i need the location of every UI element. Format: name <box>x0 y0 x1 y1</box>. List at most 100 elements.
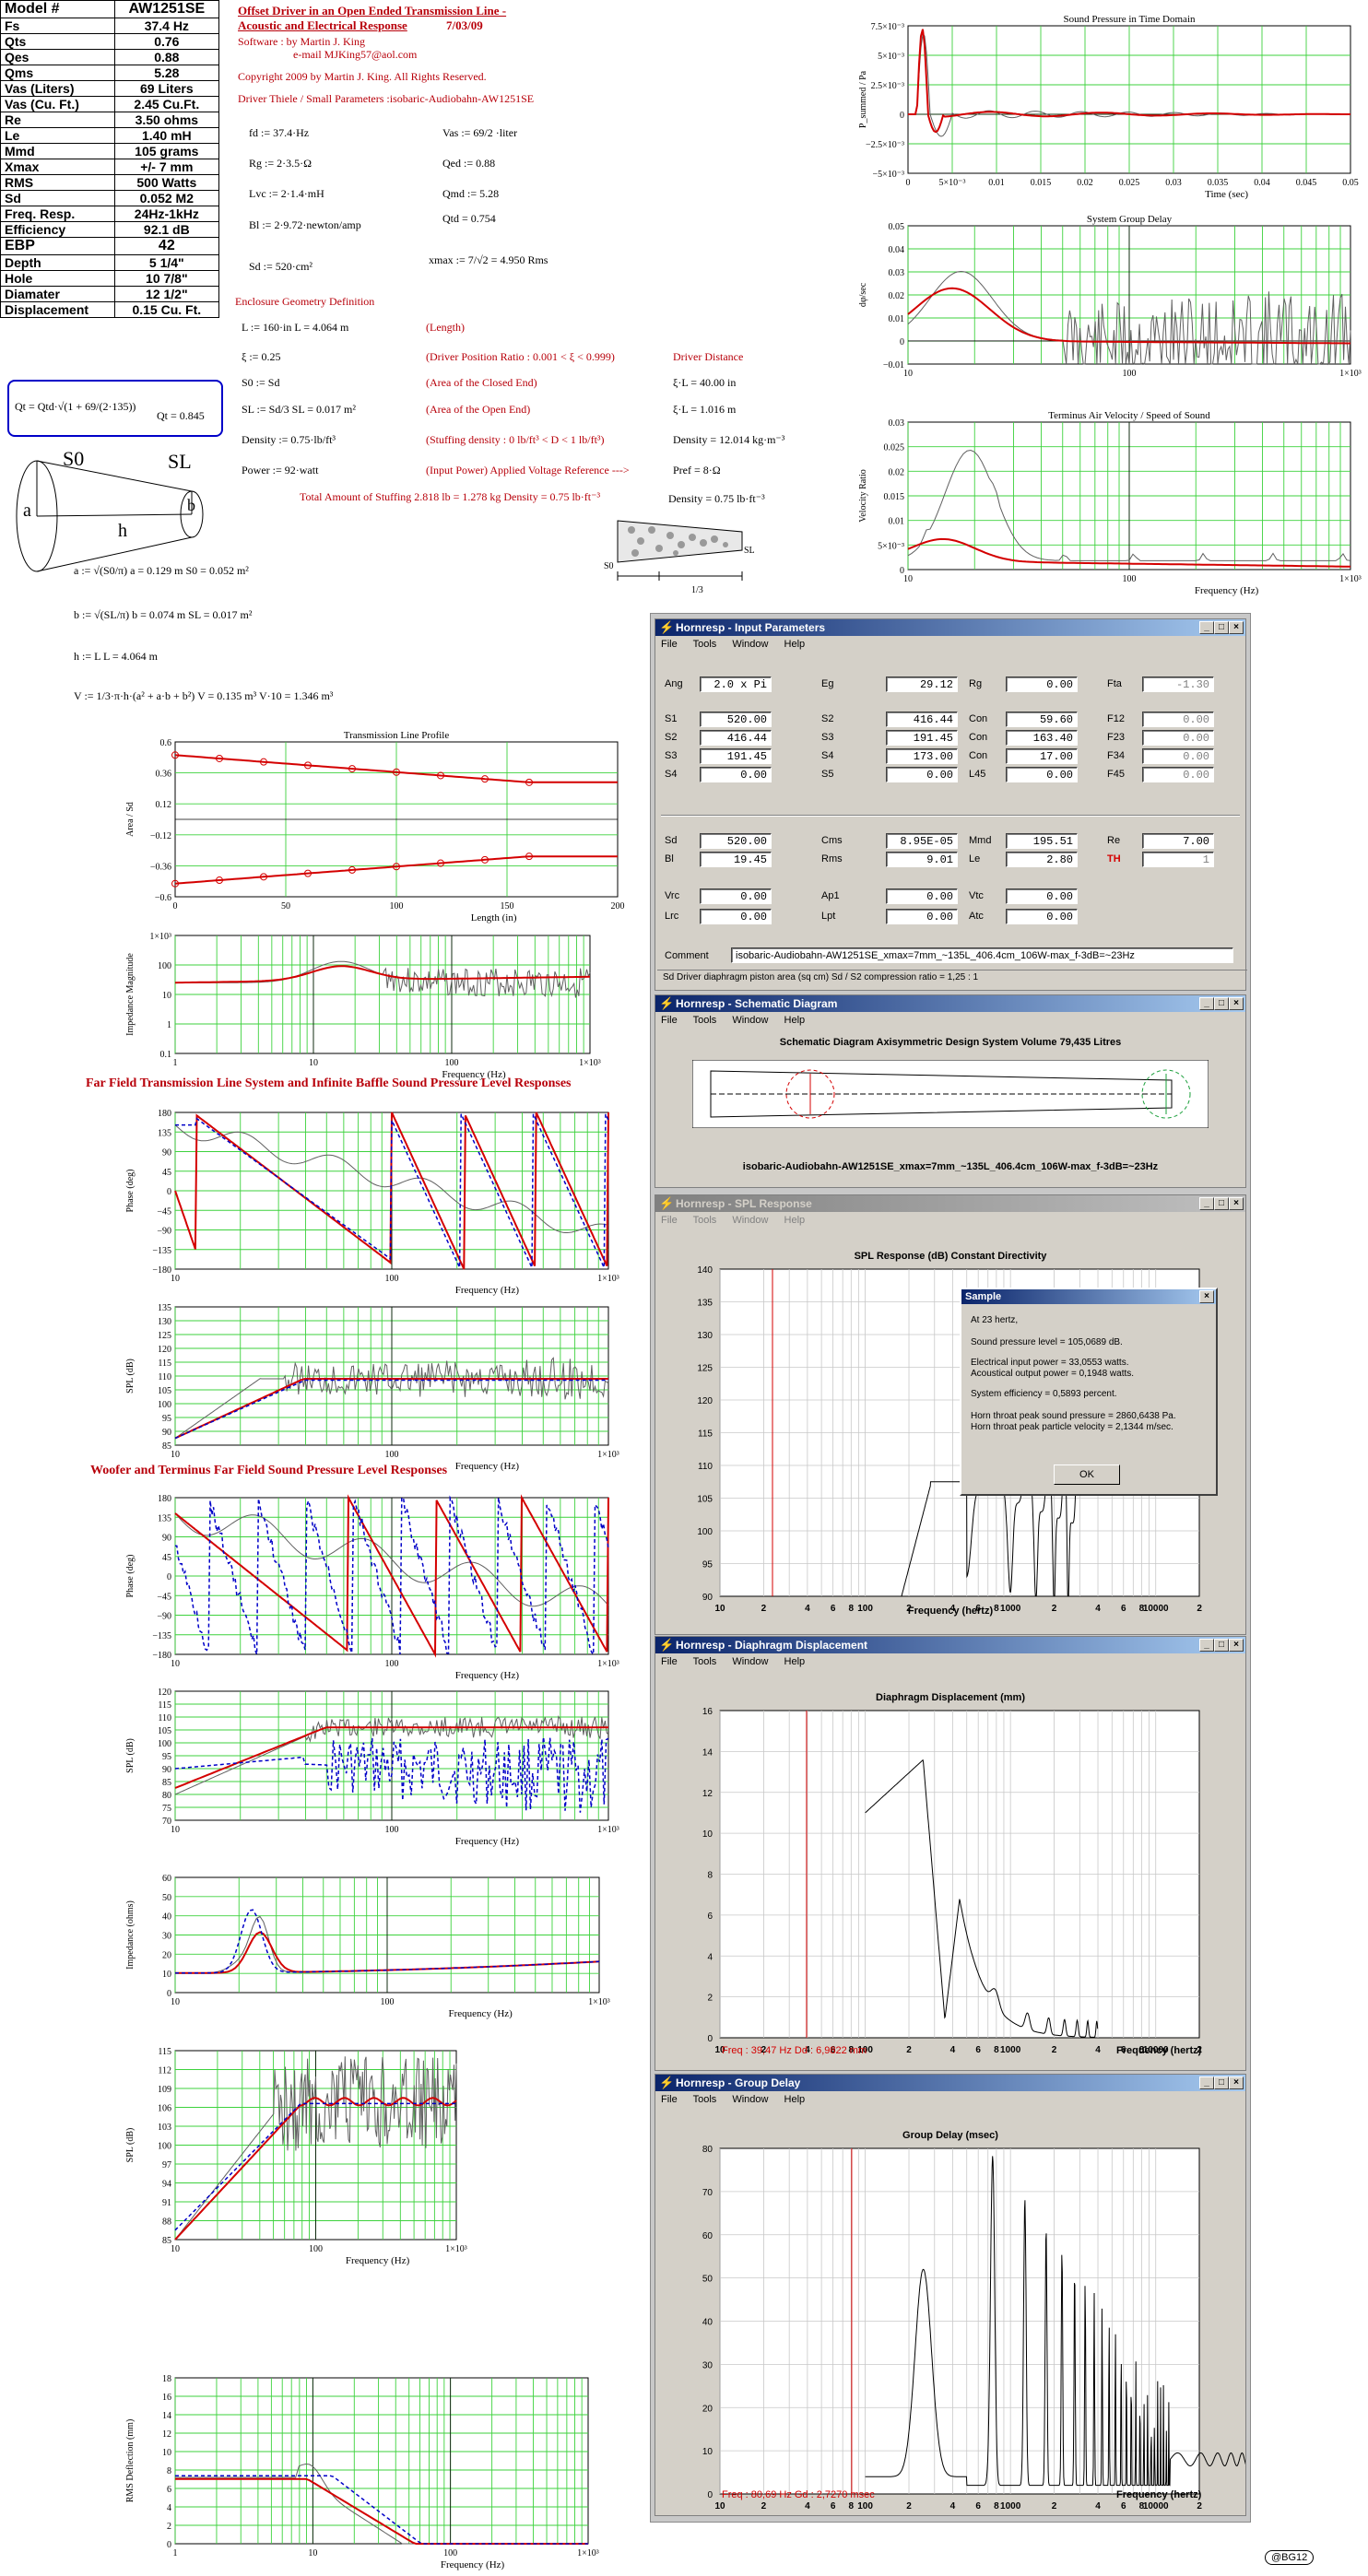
param-label: S4 <box>665 769 678 780</box>
param-field[interactable]: 0.00 <box>1142 712 1214 727</box>
menu-file[interactable]: File <box>661 2094 678 2105</box>
param-field[interactable]: 0.00 <box>700 767 772 782</box>
tick-label: 100 <box>443 2548 457 2558</box>
tick-label: 100 <box>385 1274 399 1284</box>
param-field[interactable]: 1 <box>1142 852 1214 867</box>
menu-window[interactable]: Window <box>732 1215 769 1226</box>
param-field[interactable]: 9.01 <box>886 852 958 867</box>
param-field[interactable]: 2.0 x Pi <box>700 676 772 692</box>
maximize-button[interactable]: □ <box>1214 1639 1229 1652</box>
menu-tools[interactable]: Tools <box>692 1215 717 1226</box>
param-field[interactable]: 173.00 <box>886 748 958 764</box>
param-field[interactable]: 0.00 <box>886 767 958 782</box>
schematic-heading: Schematic Diagram Axisymmetric Design Sy… <box>779 1037 1122 1048</box>
gd-titlebar: ⚡ Hornresp - Group Delay _ □ × <box>655 2075 1245 2091</box>
enclosure-cell: ξ·L = 1.016 m <box>673 403 737 416</box>
tick-label: 0.015 <box>1031 178 1052 188</box>
tick-label: 130 <box>697 1331 713 1341</box>
tick-label: −135 <box>152 1246 171 1256</box>
disp-menubar: File Tools Window Help <box>655 1653 1245 1670</box>
menu-tools[interactable]: Tools <box>692 1656 717 1667</box>
menu-help[interactable]: Help <box>784 1015 806 1026</box>
param-field[interactable]: 7.00 <box>1142 833 1214 849</box>
tick-label: 4 <box>805 2045 810 2055</box>
param-field[interactable]: 29.12 <box>886 676 958 692</box>
menu-file[interactable]: File <box>661 1215 678 1226</box>
hornresp-icon: ⚡ <box>659 1196 675 1210</box>
param-field[interactable]: 0.00 <box>1006 676 1078 692</box>
tick-label: 100 <box>385 1450 399 1460</box>
param-field[interactable]: 520.00 <box>700 712 772 727</box>
param-field[interactable]: 191.45 <box>700 748 772 764</box>
tick-label: 1×10³ <box>597 1450 619 1460</box>
param-field[interactable]: 191.45 <box>886 730 958 746</box>
param-field[interactable]: 0.00 <box>700 888 772 904</box>
menu-file[interactable]: File <box>661 1656 678 1667</box>
x-axis-label: Frequency (Hz) <box>455 1285 520 1296</box>
param-field[interactable]: 0.00 <box>1006 767 1078 782</box>
menu-window[interactable]: Window <box>732 2094 769 2105</box>
close-button[interactable]: × <box>1199 1290 1214 1303</box>
eq-fd: fd := 37.4·Hz <box>249 126 310 139</box>
tick-label: 2 <box>906 2501 912 2511</box>
minimize-button[interactable]: _ <box>1199 2076 1214 2089</box>
param-field[interactable]: 59.60 <box>1006 712 1078 727</box>
minimize-button[interactable]: _ <box>1199 1197 1214 1210</box>
maximize-button[interactable]: □ <box>1214 1197 1229 1210</box>
minimize-button[interactable]: _ <box>1199 1639 1214 1652</box>
maximize-button[interactable]: □ <box>1214 997 1229 1010</box>
tick-label: 100 <box>158 1739 171 1749</box>
close-button[interactable]: × <box>1229 1197 1244 1210</box>
param-field[interactable]: 163.40 <box>1006 730 1078 746</box>
cone-a: a <box>23 500 31 521</box>
comment-field[interactable]: isobaric-Audiobahn-AW1251SE_xmax=7mm_~13… <box>731 947 1233 963</box>
param-field[interactable]: 520.00 <box>700 833 772 849</box>
maximize-button[interactable]: □ <box>1214 2076 1229 2089</box>
y-axis-label: Impedance Magnitude <box>125 953 136 1036</box>
param-field[interactable]: -1.30 <box>1142 676 1214 692</box>
ok-button[interactable]: OK <box>1054 1464 1120 1485</box>
maximize-button[interactable]: □ <box>1214 621 1229 634</box>
menu-tools[interactable]: Tools <box>692 1015 717 1026</box>
param-field[interactable]: 0.00 <box>1006 909 1078 924</box>
param-field[interactable]: 416.44 <box>886 712 958 727</box>
menu-help[interactable]: Help <box>784 1656 806 1667</box>
param-field[interactable]: 0.00 <box>1142 748 1214 764</box>
minimize-button[interactable]: _ <box>1199 997 1214 1010</box>
minimize-button[interactable]: _ <box>1199 621 1214 634</box>
param-field[interactable]: 0.00 <box>886 888 958 904</box>
param-field[interactable]: 0.00 <box>1142 767 1214 782</box>
param-field[interactable]: 8.95E-05 <box>886 833 958 849</box>
menu-tools[interactable]: Tools <box>692 639 717 650</box>
tick-label: 4 <box>805 2501 810 2511</box>
close-button[interactable]: × <box>1229 2076 1244 2089</box>
spec-value: 69 Liters <box>113 80 220 97</box>
menu-window[interactable]: Window <box>732 639 769 650</box>
param-field[interactable]: 0.00 <box>1006 888 1078 904</box>
hornresp-icon: ⚡ <box>659 996 675 1010</box>
close-button[interactable]: × <box>1229 1639 1244 1652</box>
param-field[interactable]: 2.80 <box>1006 852 1078 867</box>
menu-help[interactable]: Help <box>784 2094 806 2105</box>
menu-window[interactable]: Window <box>732 1015 769 1026</box>
tick-label: 1 <box>167 1020 171 1030</box>
close-button[interactable]: × <box>1229 621 1244 634</box>
param-field[interactable]: 19.45 <box>700 852 772 867</box>
param-field[interactable]: 0.00 <box>1142 730 1214 746</box>
chart-title: Sound Pressure in Time Domain <box>1063 14 1196 25</box>
param-field[interactable]: 195.51 <box>1006 833 1078 849</box>
param-field[interactable]: 17.00 <box>1006 748 1078 764</box>
x-axis-label: Frequency (Hz) <box>442 1069 506 1080</box>
menu-window[interactable]: Window <box>732 1656 769 1667</box>
sample-line: Electrical input power = 33,0553 watts. <box>971 1358 1129 1368</box>
tick-label: 10 <box>903 369 913 379</box>
menu-tools[interactable]: Tools <box>692 2094 717 2105</box>
menu-help[interactable]: Help <box>784 639 806 650</box>
close-button[interactable]: × <box>1229 997 1244 1010</box>
menu-file[interactable]: File <box>661 1015 678 1026</box>
param-field[interactable]: 416.44 <box>700 730 772 746</box>
menu-file[interactable]: File <box>661 639 678 650</box>
menu-help[interactable]: Help <box>784 1215 806 1226</box>
param-field[interactable]: 0.00 <box>886 909 958 924</box>
param-field[interactable]: 0.00 <box>700 909 772 924</box>
